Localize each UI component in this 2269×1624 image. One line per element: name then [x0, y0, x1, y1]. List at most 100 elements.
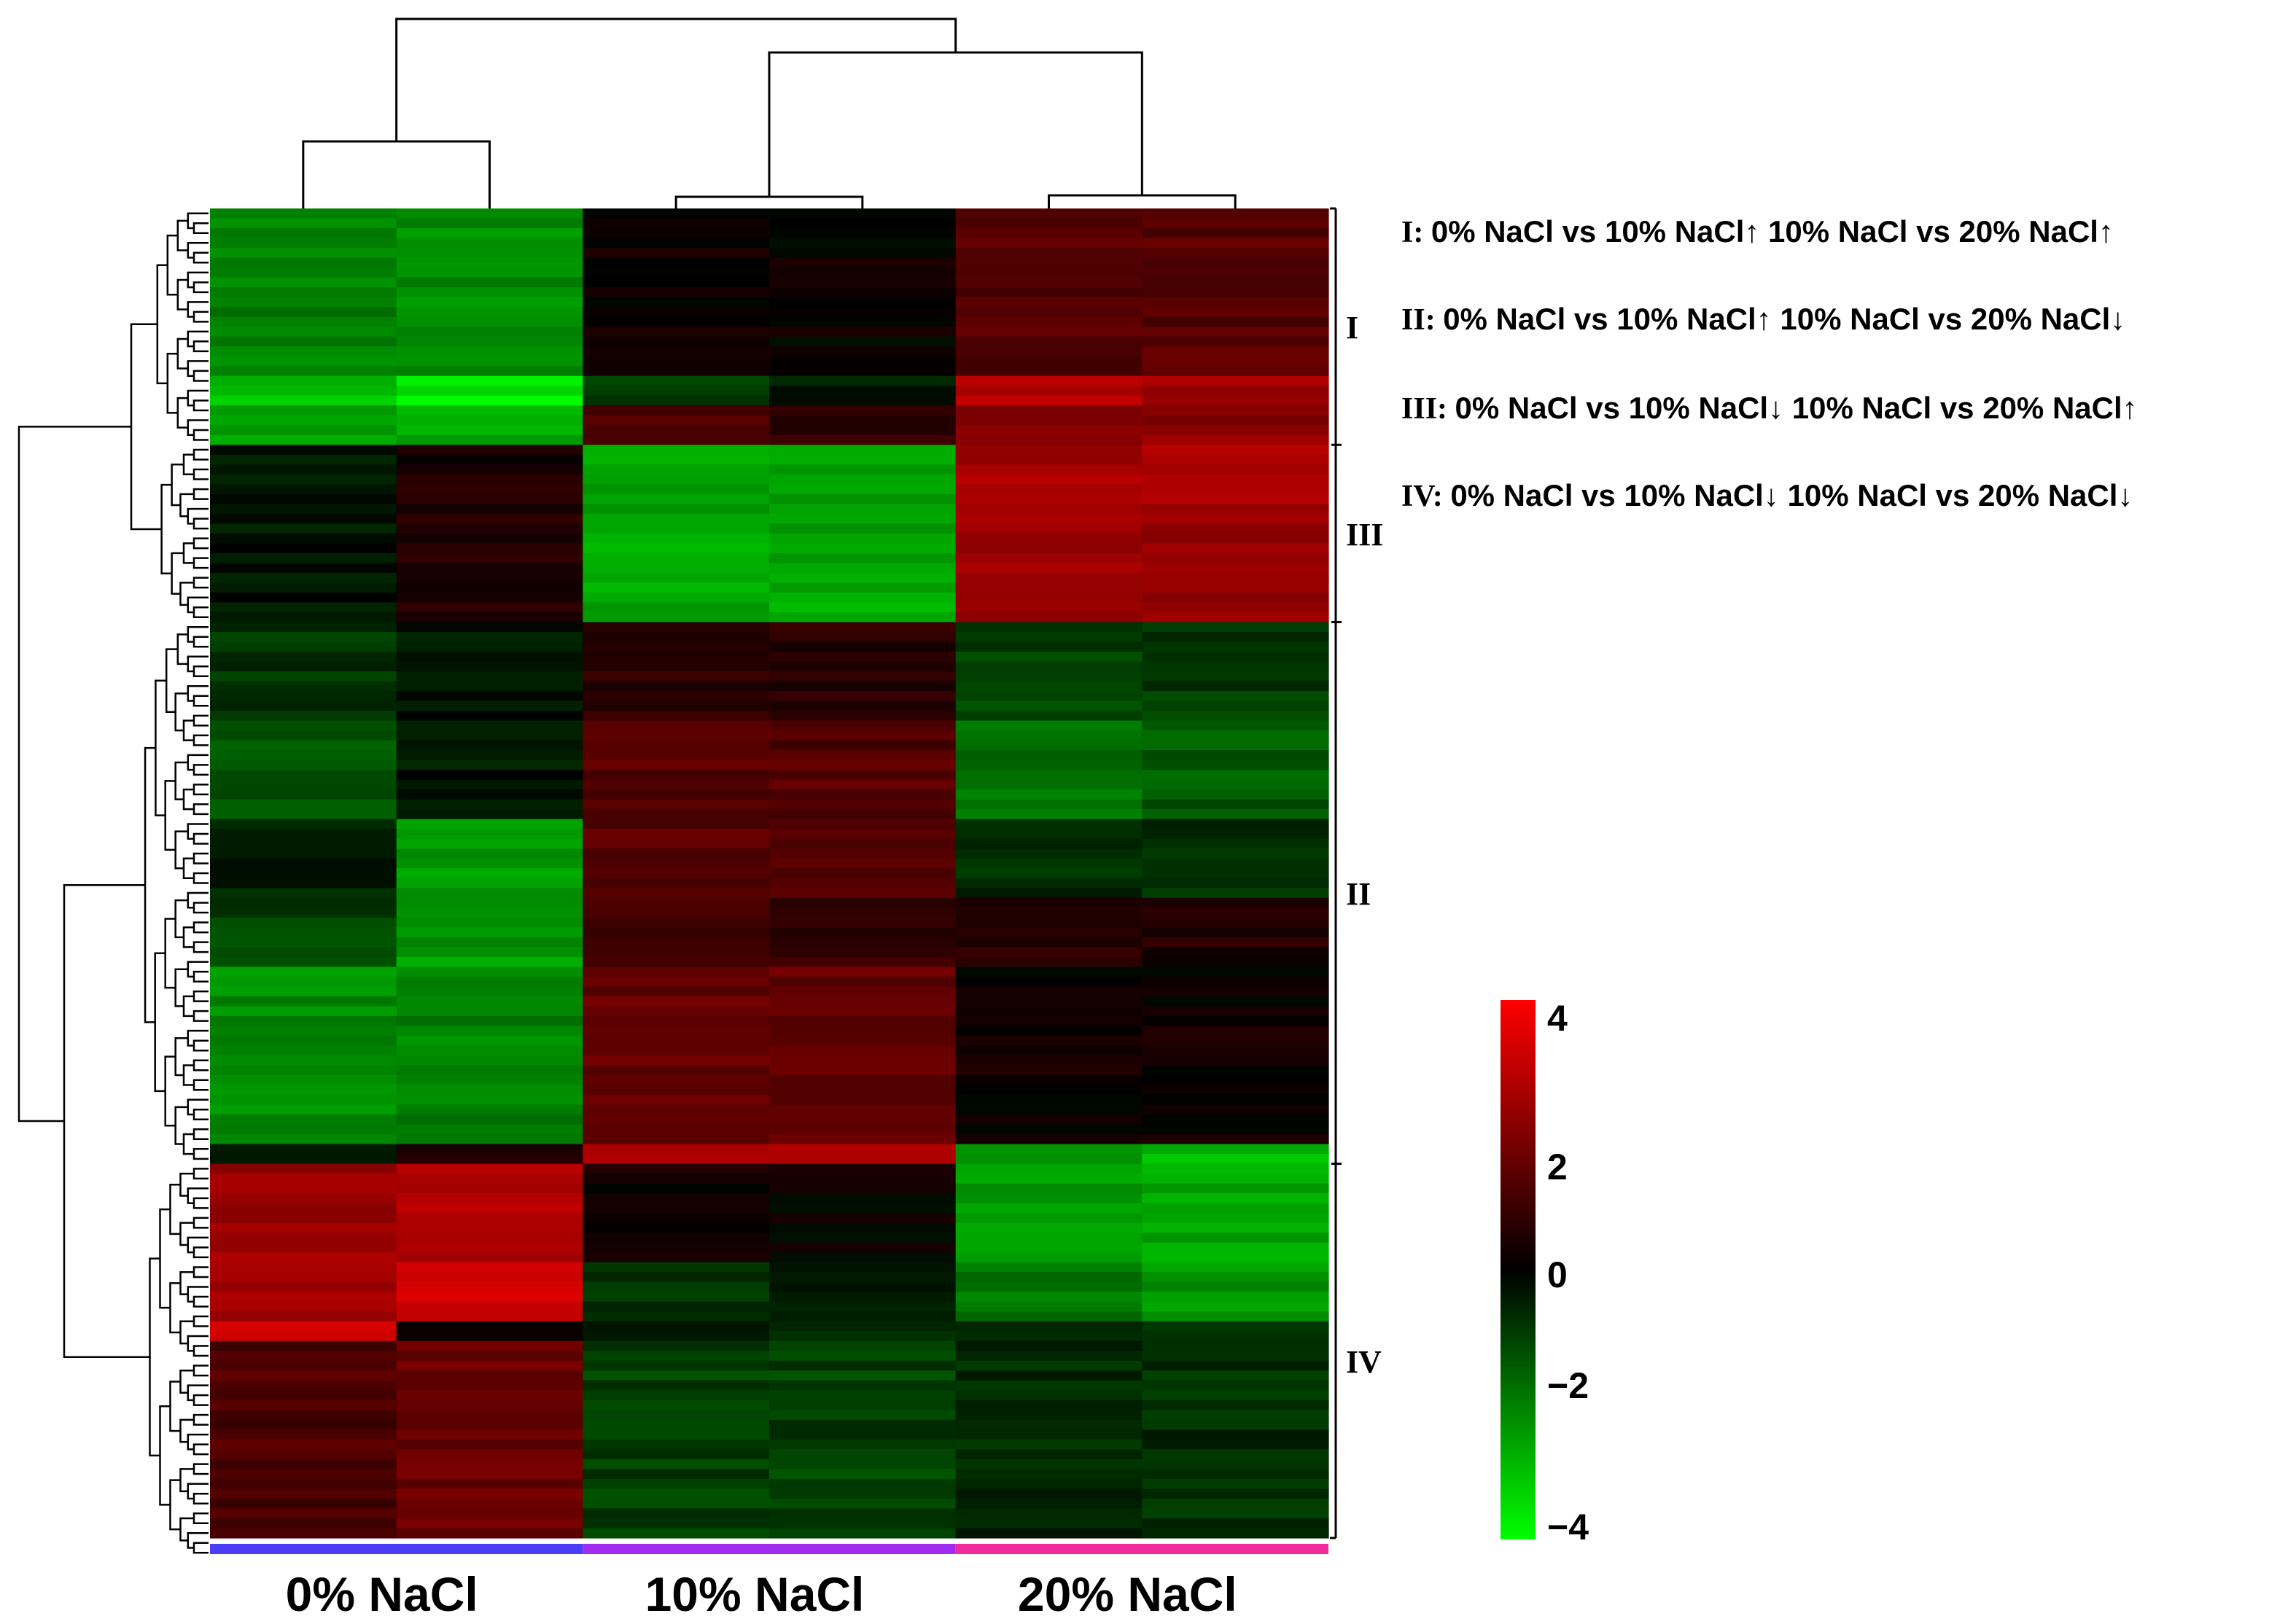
heatmap-cell [1142, 1429, 1329, 1440]
heatmap-cell [769, 307, 957, 318]
heatmap-cell [1142, 366, 1329, 377]
heatmap-cell [583, 405, 770, 416]
dendrogram-branch [192, 1365, 209, 1377]
heatmap-cell [396, 405, 583, 416]
heatmap-cell [210, 641, 397, 652]
dendrogram-branch [159, 1208, 171, 1309]
heatmap-cell [396, 572, 583, 584]
heatmap-cell [396, 848, 583, 859]
heatmap-cell [769, 720, 957, 731]
heatmap-cell [769, 1410, 957, 1421]
heatmap-cell [769, 770, 957, 781]
heatmap-cell [583, 1154, 770, 1165]
heatmap-cell [1142, 1281, 1329, 1292]
heatmap-cell [396, 652, 583, 663]
heatmap-cell [210, 434, 397, 445]
heatmap-cell [1142, 681, 1329, 692]
heatmap-cell [583, 1439, 770, 1450]
group-color-bar [583, 1544, 956, 1554]
dendrogram-branch [192, 902, 209, 914]
heatmap-cell [210, 1459, 397, 1470]
heatmap-cell [210, 523, 397, 534]
heatmap-cell [583, 720, 770, 731]
heatmap-cell [955, 248, 1143, 259]
heatmap-cell [769, 434, 957, 445]
heatmap-cell [210, 287, 397, 298]
heatmap-cell [583, 1065, 770, 1076]
heatmap-cell [1142, 1074, 1329, 1086]
heatmap-cell [396, 1252, 583, 1263]
heatmap-cell [210, 415, 397, 426]
heatmap-cell [583, 474, 770, 485]
heatmap-cell [583, 612, 770, 623]
heatmap-cell [583, 1518, 770, 1529]
dendrogram-branch [192, 1148, 209, 1160]
heatmap-cell [1142, 1340, 1329, 1351]
heatmap-cell [769, 1281, 957, 1292]
heatmap-cell [955, 1085, 1143, 1096]
heatmap-cell [583, 1085, 770, 1096]
heatmap-cell [769, 1429, 957, 1440]
group-label: 20% NaCl [1018, 1567, 1237, 1621]
heatmap-cell [769, 1262, 957, 1273]
heatmap-cell [1142, 602, 1329, 613]
heatmap-cell [583, 711, 770, 722]
heatmap-cell [769, 1183, 957, 1194]
dendrogram-branch [192, 557, 209, 569]
heatmap-cell [1142, 897, 1329, 908]
heatmap-cell [955, 986, 1143, 997]
heatmap-cell [769, 700, 957, 711]
heatmap-cell [769, 1360, 957, 1371]
heatmap-cell [210, 484, 397, 495]
heatmap-cell [1142, 1015, 1329, 1027]
heatmap-cell [583, 927, 770, 938]
dendrogram-branch [174, 968, 188, 1007]
heatmap-cell [1142, 1085, 1329, 1096]
dendrogram-branch [192, 537, 209, 550]
heatmap-cell [210, 238, 397, 249]
heatmap-cell [210, 838, 397, 849]
heatmap-cell [396, 779, 583, 790]
heatmap-cell [583, 1114, 770, 1125]
heatmap-cell [210, 277, 397, 288]
heatmap-cell [1142, 1410, 1329, 1421]
heatmap-cell [955, 592, 1143, 604]
heatmap-cell [583, 553, 770, 563]
heatmap-cell [210, 1390, 397, 1401]
heatmap-cell [210, 1410, 397, 1421]
heatmap-cell [583, 858, 770, 869]
heatmap-cell [1142, 809, 1329, 820]
heatmap-cell [583, 1370, 770, 1381]
heatmap-cell [1142, 336, 1329, 347]
heatmap-cell [1142, 1301, 1329, 1312]
dendrogram-branch [192, 1197, 209, 1209]
heatmap-cell [583, 484, 770, 495]
dendrogram-branch [192, 1079, 209, 1091]
heatmap-cell [769, 1095, 957, 1106]
heatmap-cell [769, 1045, 957, 1056]
heatmap-cell [583, 799, 770, 810]
heatmap-cell [769, 1321, 957, 1332]
heatmap-cell [955, 572, 1143, 584]
heatmap-cell [955, 1311, 1143, 1322]
heatmap-cell [583, 1026, 770, 1037]
heatmap-cell [769, 1015, 957, 1027]
heatmap-cell [769, 779, 957, 790]
heatmap-cell [1142, 868, 1329, 879]
heatmap-cell [1142, 533, 1329, 544]
heatmap-cell [955, 691, 1143, 702]
heatmap-cell [1142, 434, 1329, 445]
heatmap-cell [1142, 917, 1329, 928]
dendrogram-branch [192, 399, 209, 412]
dendrogram-branch [187, 685, 209, 702]
heatmap-cell [1142, 208, 1329, 219]
heatmap-cell [1142, 858, 1329, 869]
heatmap-cell [1142, 1124, 1329, 1135]
heatmap-cell [769, 504, 957, 515]
heatmap-cell [210, 1262, 397, 1273]
colorbar-gradient [1501, 1000, 1536, 1539]
heatmap-cell [769, 1074, 957, 1086]
heatmap-cell [1142, 1292, 1329, 1303]
heatmap-cell [769, 622, 957, 633]
heatmap-cell [769, 1114, 957, 1125]
